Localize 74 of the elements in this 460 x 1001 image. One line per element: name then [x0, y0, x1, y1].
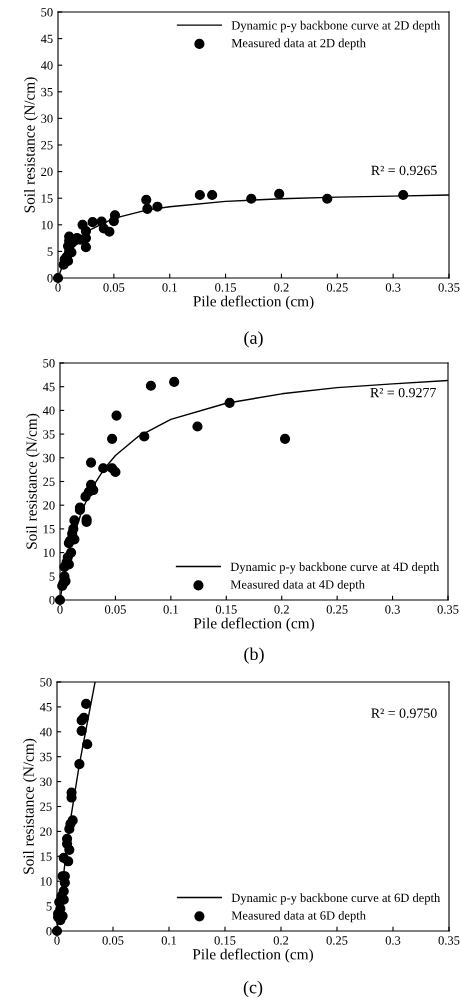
y-tick-label: 35 — [43, 430, 55, 439]
y-tick-label: 20 — [41, 167, 53, 177]
y-tick-label: 40 — [39, 727, 52, 737]
y-tick-label: 35 — [41, 87, 53, 97]
y-tick-label: 45 — [42, 382, 55, 392]
y-tick-label: 15 — [41, 194, 53, 203]
x-axis-title: Pile deflection (cm) — [192, 948, 313, 963]
y-tick-label: 0 — [46, 927, 52, 936]
annotation: R² = 0.9750 — [371, 708, 437, 718]
y-tick-label: 10 — [40, 877, 52, 886]
legend-label: Measured data at 4D depth — [230, 579, 365, 592]
x-tick-label: 0.2 — [274, 283, 289, 292]
y-tick-label: 50 — [41, 8, 53, 17]
y-tick-label: 45 — [40, 34, 53, 44]
y-tick-label: 5 — [47, 247, 53, 256]
x-tick-label: 0.1 — [161, 936, 177, 945]
x-tick-label: 0.35 — [438, 936, 460, 945]
x-tick-label: 0.35 — [438, 283, 460, 292]
text: (c) — [243, 980, 263, 998]
x-tick-label: 0.25 — [326, 283, 348, 292]
x-tick-label: 0.25 — [326, 936, 348, 945]
y-tick-label: 0 — [49, 596, 55, 605]
y-tick-label: 5 — [46, 902, 52, 911]
x-tick-label: 0.25 — [326, 605, 348, 614]
x-tick-label: 0.2 — [274, 605, 289, 614]
annotation: R² = 0.9265 — [371, 165, 437, 176]
x-tick-label: 0.3 — [385, 605, 400, 614]
y-tick-label: 40 — [40, 61, 53, 70]
x-tick-label: 0.15 — [214, 936, 236, 945]
y-axis-title: Soil resistance (N/cm) — [24, 77, 38, 213]
y-tick-label: 45 — [39, 703, 52, 712]
y-tick-label: 30 — [41, 114, 53, 123]
y-tick-label: 30 — [43, 453, 55, 463]
x-tick-label: 0.3 — [385, 936, 401, 945]
y-tick-label: 10 — [43, 548, 55, 558]
annotation: R² = 0.9277 — [370, 387, 436, 398]
y-tick-label: 35 — [40, 752, 52, 762]
y-axis-title: Soil resistance (N/cm) — [23, 738, 37, 874]
y-tick-label: 0 — [47, 274, 53, 283]
y-tick-label: 50 — [43, 359, 55, 368]
legend-label: Dynamic p-y backbone curve at 2D depth — [231, 20, 441, 33]
x-tick-label: 0.15 — [215, 283, 237, 292]
x-axis-title: Pile deflection (cm) — [193, 617, 314, 632]
x-tick-label: 0.1 — [162, 283, 177, 292]
legend-label: Measured data at 2D depth — [231, 38, 366, 50]
y-tick-label: 50 — [40, 678, 52, 687]
legend-label: Dynamic p-y backbone curve at 6D depth — [231, 893, 441, 905]
x-tick-label: 0.1 — [163, 605, 178, 614]
y-tick-label: 40 — [42, 406, 55, 415]
legend-label: Measured data at 6D depth — [231, 910, 366, 923]
x-tick-label: 0.05 — [104, 605, 126, 614]
x-tick-label: 0.05 — [103, 283, 125, 292]
y-tick-label: 10 — [41, 220, 53, 230]
y-tick-label: 20 — [43, 501, 55, 510]
y-tick-label: 30 — [40, 777, 52, 787]
x-tick-label: 0.3 — [385, 283, 401, 292]
x-tick-label: 0 — [57, 605, 63, 614]
y-tick-label: 15 — [43, 524, 55, 534]
x-tick-label: 0.2 — [273, 936, 289, 945]
y-tick-label: 20 — [40, 827, 52, 836]
y-axis-title: Soil resistance (N/cm) — [26, 413, 40, 549]
y-tick-label: 15 — [40, 852, 52, 861]
x-tick-label: 0.15 — [215, 605, 237, 614]
x-axis-title: Pile deflection (cm) — [193, 295, 314, 310]
y-tick-label: 25 — [40, 802, 52, 811]
x-tick-label: 0 — [55, 283, 61, 292]
y-tick-label: 5 — [49, 572, 55, 581]
x-tick-label: 0.35 — [437, 605, 459, 614]
text: (a) — [244, 331, 263, 348]
y-tick-label: 25 — [41, 141, 53, 150]
y-tick-label: 25 — [43, 477, 55, 486]
text: (b) — [244, 647, 264, 664]
legend-label: Dynamic p-y backbone curve at 4D depth — [230, 562, 440, 574]
x-tick-label: 0.05 — [102, 936, 124, 945]
